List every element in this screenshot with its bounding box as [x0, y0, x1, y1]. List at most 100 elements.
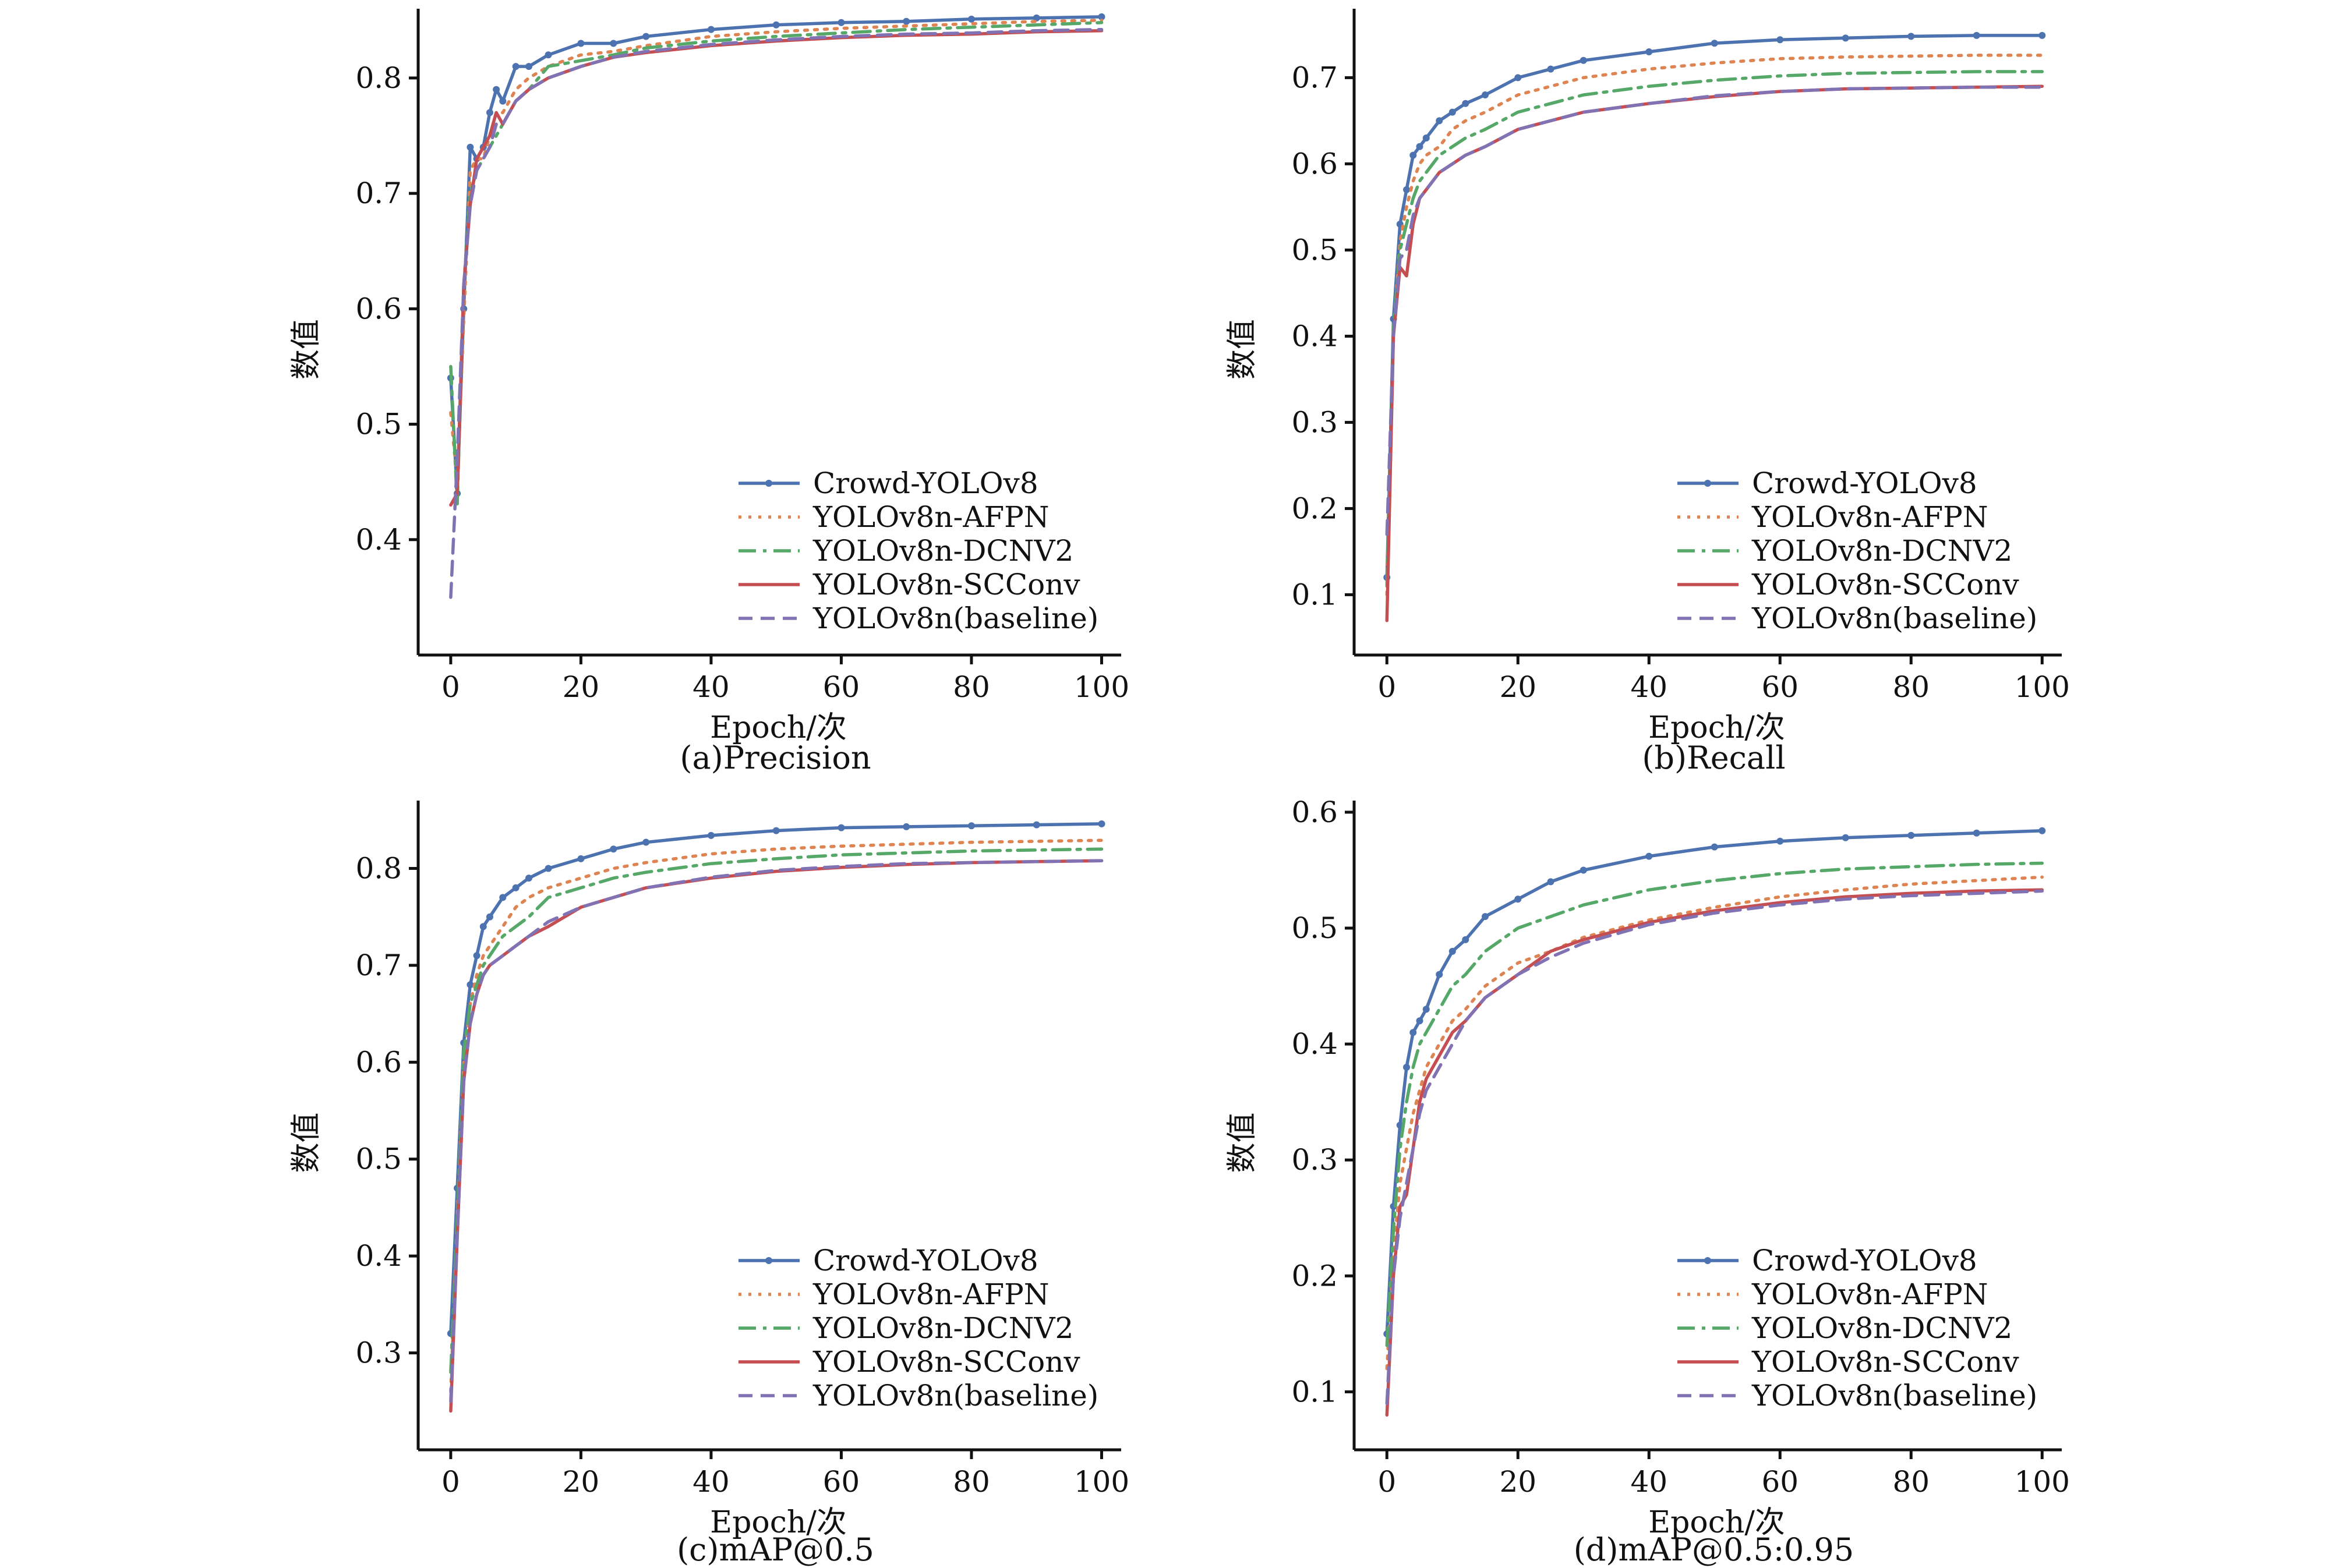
y-tick-label: 0.4 — [355, 523, 402, 557]
data-point — [1645, 48, 1653, 55]
series-line — [1385, 861, 2044, 1347]
series-line — [449, 21, 1104, 507]
data-point — [1462, 100, 1469, 107]
y-tick-label: 0.5 — [355, 408, 402, 441]
series-line — [449, 847, 1104, 1374]
x-tick-label: 40 — [692, 1465, 730, 1499]
legend-label: YOLOv8n-SCConv — [812, 1345, 1080, 1379]
data-point — [1448, 947, 1456, 955]
legend-label: YOLOv8n-DCNV2 — [1751, 1311, 2012, 1345]
data-point — [967, 15, 975, 23]
series-group — [1385, 889, 2044, 1406]
legend-label: Crowd-YOLOv8 — [813, 1244, 1038, 1277]
x-tick-label: 80 — [1892, 1465, 1930, 1499]
y-tick-label: 0.8 — [355, 851, 402, 885]
chart-panel: 0 20 40 60 80 100 0.1 0.2 0.3 0.4 0.5 0.6 0.7 Epoch/次… — [1225, 9, 2070, 776]
series-group — [1385, 70, 2044, 588]
legend-label: YOLOv8n-AFPN — [812, 500, 1050, 534]
x-axis-label: Epoch/次 — [1648, 710, 1785, 745]
x-tick-label: 100 — [1074, 670, 1129, 704]
y-tick-label: 0.6 — [355, 1045, 402, 1079]
chart-panel: 0 20 40 60 80 100 0.3 0.4 0.5 0.6 0.7 0.8 Epoch/次 数值 (… — [289, 801, 1129, 1568]
legend-label: YOLOv8n(baseline) — [812, 601, 1098, 635]
legend-label: YOLOv8n-SCConv — [1751, 568, 2019, 601]
y-tick-label: 0.5 — [1291, 911, 1338, 945]
x-tick-label: 40 — [1630, 670, 1667, 704]
data-point — [1514, 896, 1522, 903]
data-point — [1409, 1029, 1417, 1036]
data-point — [1482, 91, 1489, 98]
chart-panel: 0 20 40 60 80 100 0.4 0.5 0.6 0.7 0.8 Epoch/次 数值 (a)P… — [289, 9, 1129, 776]
data-point — [525, 875, 532, 882]
data-point — [545, 51, 552, 59]
y-tick-label: 0.3 — [1291, 1143, 1338, 1177]
data-point — [1098, 13, 1105, 20]
data-point — [2038, 827, 2046, 834]
data-point — [1776, 837, 1784, 845]
x-tick-label: 20 — [1499, 670, 1536, 704]
series-line — [449, 838, 1104, 1393]
legend-marker — [1704, 1257, 1711, 1264]
legend-label: Crowd-YOLOv8 — [1752, 1244, 1977, 1277]
data-point — [2038, 31, 2046, 39]
legend: Crowd-YOLOv8YOLOv8n-AFPNYOLOv8n-DCNV2YOL… — [739, 466, 1098, 635]
y-tick-label: 0.3 — [1291, 405, 1338, 439]
data-point — [493, 86, 500, 93]
chart-caption: (c)mAP@0.5 — [677, 1531, 874, 1568]
data-point — [1422, 134, 1430, 141]
series-group — [1385, 875, 2044, 1371]
data-point — [1033, 821, 1040, 829]
y-tick-label: 0.1 — [1291, 578, 1338, 611]
x-tick-label: 60 — [1761, 670, 1799, 704]
data-point — [1547, 65, 1554, 73]
data-point — [1403, 1063, 1410, 1071]
legend-label: YOLOv8n-AFPN — [1751, 1277, 1988, 1311]
data-point — [1098, 820, 1105, 827]
legend-label: YOLOv8n-AFPN — [1751, 500, 1988, 534]
data-point — [479, 923, 487, 930]
data-point — [1580, 56, 1587, 64]
data-point — [642, 33, 650, 40]
data-point — [1448, 108, 1456, 116]
y-tick-label: 0.4 — [1291, 1027, 1338, 1061]
series-group — [449, 19, 1104, 484]
x-tick-label: 20 — [563, 670, 600, 704]
series-group — [449, 21, 1104, 507]
legend-label: YOLOv8n-AFPN — [812, 1277, 1050, 1311]
data-point — [1422, 1006, 1430, 1013]
y-tick-label: 0.4 — [1291, 319, 1338, 353]
chart-caption: (a)Precision — [680, 739, 871, 776]
legend-label: Crowd-YOLOv8 — [813, 466, 1038, 500]
data-point — [1842, 834, 1849, 841]
legend: Crowd-YOLOv8YOLOv8n-AFPNYOLOv8n-DCNV2YOL… — [739, 1244, 1098, 1413]
data-point — [499, 894, 507, 901]
legend-marker — [1704, 480, 1711, 487]
x-tick-label: 20 — [563, 1465, 600, 1499]
y-tick-label: 0.2 — [1291, 1259, 1338, 1293]
data-point — [772, 21, 780, 29]
data-point — [1416, 1017, 1423, 1025]
series-group — [449, 859, 1104, 1403]
data-point — [1436, 117, 1443, 125]
series-group — [449, 29, 1104, 507]
x-tick-label: 80 — [953, 1465, 990, 1499]
series-line — [449, 859, 1104, 1403]
y-tick-label: 0.3 — [355, 1336, 402, 1370]
y-axis-label: 数值 — [289, 1112, 324, 1173]
x-tick-label: 0 — [441, 670, 460, 704]
x-tick-label: 100 — [2015, 670, 2070, 704]
series-line — [449, 27, 1104, 599]
legend-label: YOLOv8n-SCConv — [1751, 1345, 2019, 1379]
y-tick-label: 0.7 — [355, 948, 402, 982]
data-point — [577, 855, 585, 862]
series-group — [447, 13, 1105, 497]
series-group — [1385, 54, 2044, 597]
data-point — [512, 63, 520, 70]
legend-label: YOLOv8n(baseline) — [812, 1379, 1098, 1413]
y-axis-label: 数值 — [289, 319, 324, 380]
series-group — [447, 820, 1105, 1337]
data-point — [838, 824, 845, 831]
data-point — [499, 97, 507, 105]
legend-label: YOLOv8n(baseline) — [1751, 1379, 2037, 1413]
data-point — [1033, 14, 1040, 22]
